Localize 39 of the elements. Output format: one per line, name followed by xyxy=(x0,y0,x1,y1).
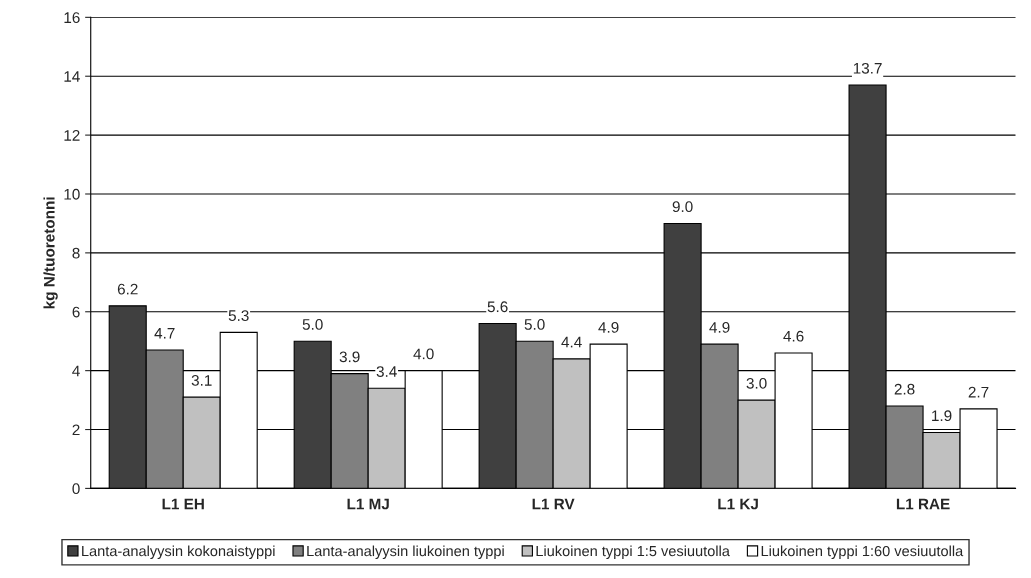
data-label: 13.7 xyxy=(853,62,882,74)
x-tick-label: L1 RV xyxy=(532,498,575,510)
y-tick-label: 10 xyxy=(64,188,80,200)
y-tick-label: 2 xyxy=(72,424,80,436)
y-axis-title: kg N/tuoretonni xyxy=(43,197,58,309)
data-label: 6.2 xyxy=(117,283,138,295)
data-label: 3.1 xyxy=(191,374,212,386)
data-label: 9.0 xyxy=(672,201,693,213)
legend-label: Lanta-analyysin liukoinen typpi xyxy=(307,545,504,560)
x-tick-label: L1 EH xyxy=(162,498,204,510)
y-tick-label: 4 xyxy=(72,365,80,377)
data-label: 5.0 xyxy=(524,319,545,330)
data-label: 5.3 xyxy=(228,310,249,322)
y-tick-label: 16 xyxy=(64,12,80,24)
legend-label: Liukoinen typpi 1:5 vesiuutolla xyxy=(536,545,730,560)
data-label: 4.9 xyxy=(598,321,619,333)
data-label: 4.7 xyxy=(154,328,175,339)
x-tick-label: L1 KJ xyxy=(718,498,758,510)
data-label: 3.9 xyxy=(339,351,360,363)
data-label: 4.4 xyxy=(561,336,582,348)
y-tick-label: 6 xyxy=(72,306,80,318)
data-label: 2.8 xyxy=(894,383,915,395)
y-tick-label: 14 xyxy=(64,71,80,82)
data-label: 4.0 xyxy=(413,348,434,360)
y-tick-label: 8 xyxy=(72,247,80,259)
x-tick-label: L1 MJ xyxy=(347,498,389,510)
data-label: 3.0 xyxy=(746,377,767,389)
data-label: 5.0 xyxy=(302,319,323,330)
y-tick-label: 12 xyxy=(64,129,80,141)
data-label: 4.9 xyxy=(709,321,730,333)
legend-label: Lanta-analyysin kokonaistyppi xyxy=(82,545,275,560)
data-label: 5.6 xyxy=(487,301,508,313)
data-label: 3.4 xyxy=(376,366,397,377)
x-tick-label: L1 RAE xyxy=(896,498,950,510)
data-label: 4.6 xyxy=(783,330,804,342)
data-label: 2.7 xyxy=(968,386,989,398)
data-label: 1.9 xyxy=(932,410,952,422)
y-tick-label: 0 xyxy=(72,483,80,495)
legend-label: Liukoinen typpi 1:60 vesiuutolla xyxy=(761,545,964,560)
